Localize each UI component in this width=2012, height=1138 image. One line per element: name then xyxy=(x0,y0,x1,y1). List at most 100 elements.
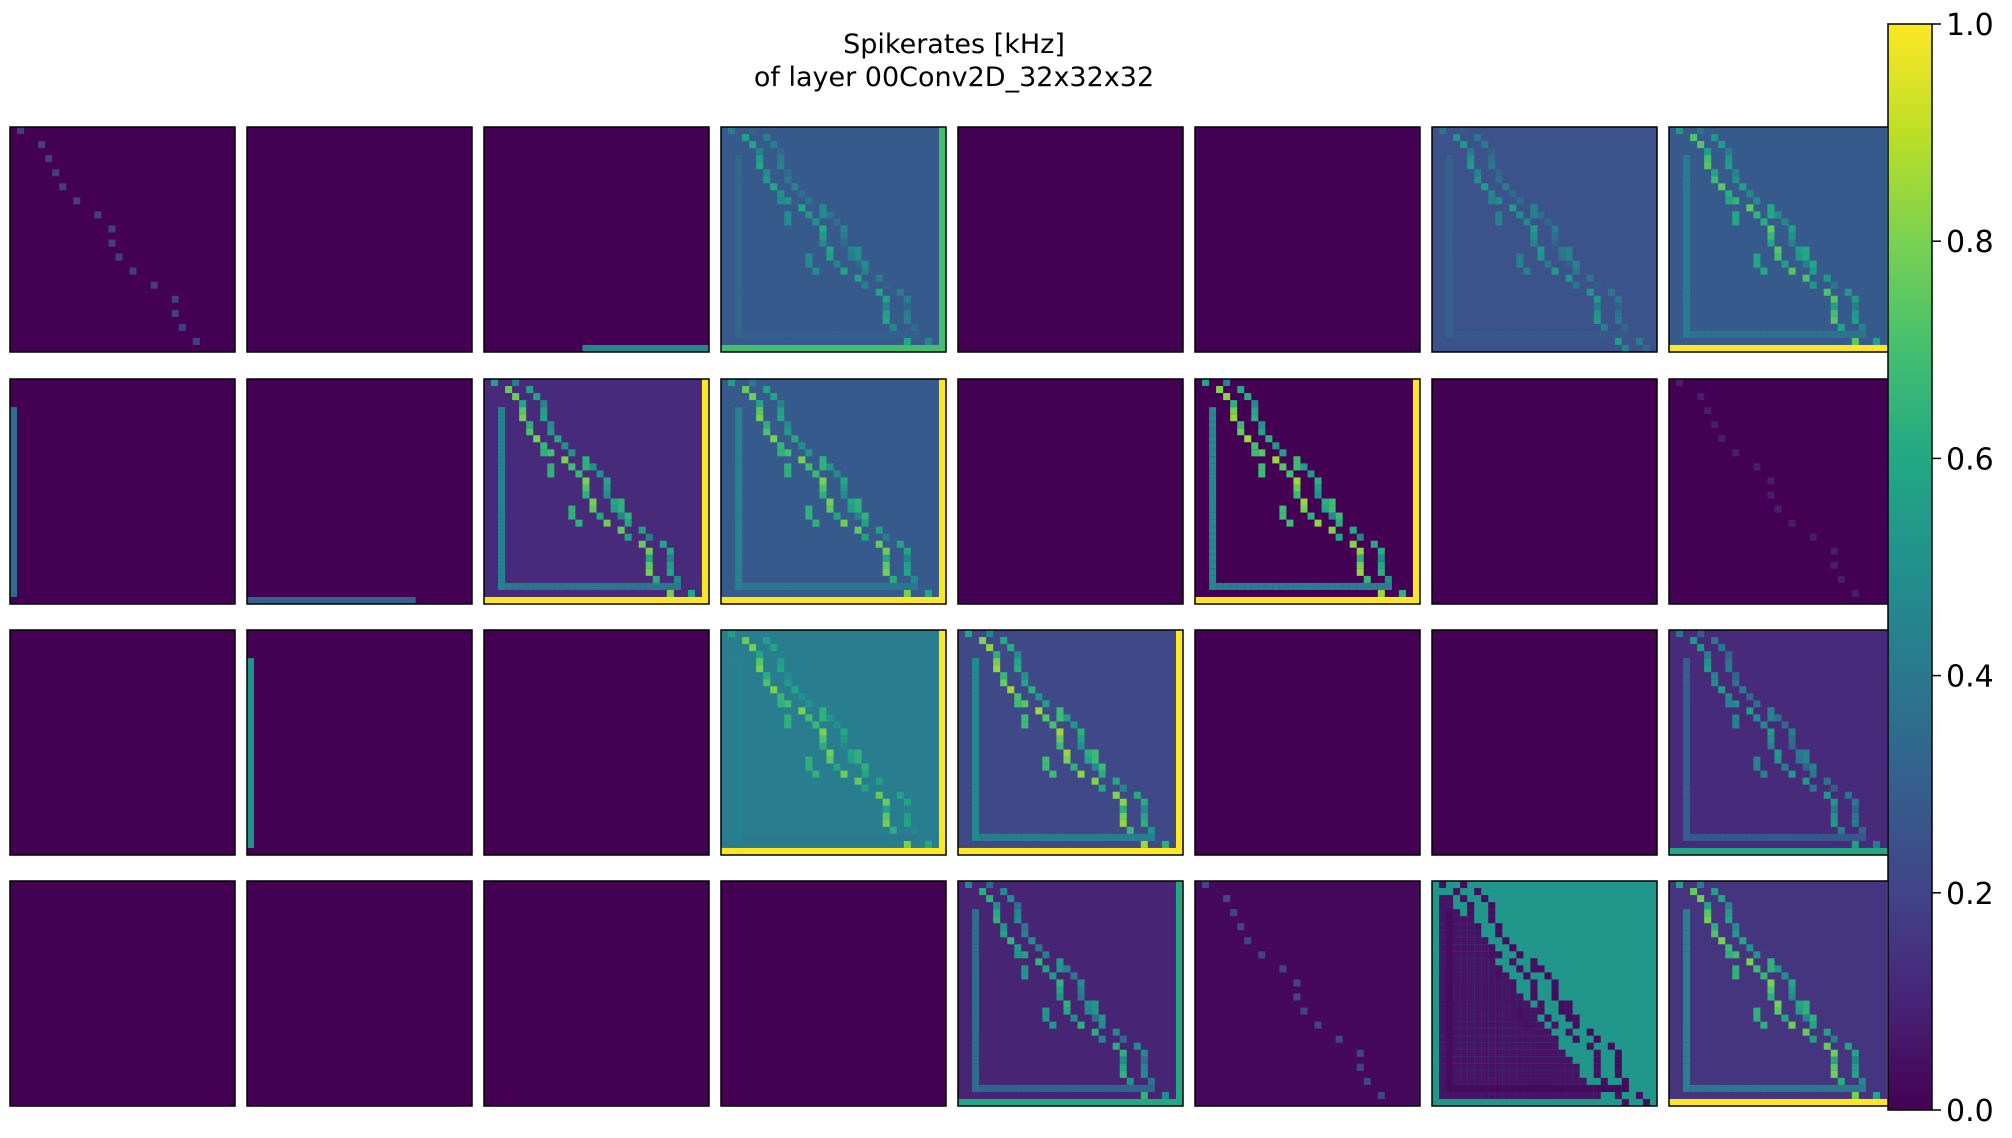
panel-background xyxy=(247,881,472,1106)
heatmap-cell xyxy=(1593,281,1601,289)
heatmap-cell xyxy=(1377,561,1385,569)
heatmap-cell xyxy=(1474,1049,1482,1057)
heatmap-cell xyxy=(1711,888,1719,896)
heatmap-cell xyxy=(1446,330,1454,338)
heatmap-cell xyxy=(784,449,792,457)
heatmap-cell xyxy=(1586,274,1594,282)
heatmap-cell xyxy=(1488,979,1496,987)
heatmap-cell xyxy=(1516,965,1524,973)
heatmap-cell xyxy=(972,958,980,966)
heatmap-cell xyxy=(1446,183,1454,191)
heatmap-cell xyxy=(1077,1084,1085,1092)
heatmap-cell xyxy=(1258,470,1266,478)
heatmap-cell xyxy=(1788,742,1796,750)
heatmap-cell xyxy=(1830,1049,1838,1057)
heatmap-cell xyxy=(1446,295,1454,303)
heatmap-cell xyxy=(903,561,911,569)
heatmap-cell xyxy=(1439,127,1447,135)
heatmap-cell xyxy=(1753,197,1761,205)
heatmap-cell xyxy=(1851,798,1859,806)
heatmap-cell xyxy=(840,477,848,485)
heatmap-cell xyxy=(38,141,46,149)
heatmap-cell xyxy=(1495,1042,1503,1050)
heatmap-cell xyxy=(638,526,646,534)
heatmap-cell xyxy=(1300,582,1308,590)
heatmap-cell xyxy=(1488,1063,1496,1071)
heatmap-cell xyxy=(1823,833,1831,841)
heatmap-cell xyxy=(1725,951,1733,959)
heatmap-cell xyxy=(826,582,834,590)
heatmap-cell xyxy=(1007,937,1015,945)
heatmap-cell xyxy=(589,505,597,513)
heatmap-cell xyxy=(617,526,625,534)
heatmap-cell xyxy=(777,693,785,701)
heatmap-cell xyxy=(1788,728,1796,736)
heatmap-cell xyxy=(1830,1056,1838,1064)
heatmap-cell xyxy=(1000,833,1008,841)
heatmap-cell xyxy=(1014,693,1022,701)
heatmap-cell xyxy=(1697,127,1705,135)
heatmap-cell xyxy=(1530,239,1538,247)
heatmap-cell xyxy=(1481,1056,1489,1064)
heatmap-cell xyxy=(1537,1063,1545,1071)
heatmap-cell xyxy=(826,498,834,506)
heatmap-cell xyxy=(1537,1091,1545,1099)
heatmap-cell xyxy=(1453,1070,1461,1078)
heatmap-cell xyxy=(770,183,778,191)
heatmap-cell xyxy=(568,512,576,520)
heatmap-cell xyxy=(1725,902,1733,910)
heatmap-cell xyxy=(1683,909,1691,917)
heatmap-cell xyxy=(498,470,506,478)
heatmap-cell xyxy=(1063,1000,1071,1008)
heatmap-cell xyxy=(1495,1035,1503,1043)
heatmap-cell xyxy=(1021,714,1029,722)
heatmap-cell xyxy=(1711,672,1719,680)
heatmap-cell xyxy=(1530,1007,1538,1015)
heatmap-cell xyxy=(505,582,513,590)
heatmap-cell xyxy=(1216,386,1224,394)
heatmap-cell xyxy=(1195,596,1420,604)
heatmap-cell xyxy=(1446,267,1454,275)
heatmap-cell xyxy=(1669,847,1894,855)
heatmap-cell xyxy=(819,735,827,743)
heatmap-cell xyxy=(1488,162,1496,170)
heatmap-cell xyxy=(854,777,862,785)
heatmap-cell xyxy=(1830,309,1838,317)
heatmap-cell xyxy=(1439,902,1447,910)
heatmap-cell xyxy=(171,309,179,317)
heatmap-cell xyxy=(526,421,534,429)
heatmap-cell xyxy=(1014,951,1022,959)
heatmap-cell xyxy=(847,749,855,757)
heatmap-cell xyxy=(784,330,792,338)
heatmap-cell xyxy=(812,582,820,590)
heatmap-cell xyxy=(1112,1042,1120,1050)
heatmap-cell xyxy=(1446,1049,1454,1057)
heatmap-cell xyxy=(1377,589,1385,597)
heatmap-cell xyxy=(1851,1063,1859,1071)
heatmap-cell xyxy=(1481,944,1489,952)
heatmap-cell xyxy=(1446,937,1454,945)
heatmap-cell xyxy=(645,561,653,569)
heatmap-cell xyxy=(1767,728,1775,736)
heatmap-cell xyxy=(882,784,890,792)
heatmap-cell xyxy=(1077,770,1085,778)
heatmap-cell xyxy=(903,547,911,555)
heatmap-cell xyxy=(889,323,897,331)
heatmap-cell xyxy=(979,637,987,645)
heatmap-cell xyxy=(1488,197,1496,205)
heatmap-cell xyxy=(972,805,980,813)
heatmap-cell xyxy=(1474,937,1482,945)
heatmap-cell xyxy=(1774,330,1782,338)
heatmap-cell xyxy=(812,770,820,778)
heatmap-cell xyxy=(903,302,911,310)
heatmap-cell xyxy=(854,512,862,520)
heatmap-cell xyxy=(1446,1077,1454,1085)
heatmap-cell xyxy=(1537,1056,1545,1064)
heatmap-cell xyxy=(1558,1007,1566,1015)
heatmap-cell xyxy=(1551,1049,1559,1057)
heatmap-cell xyxy=(1683,1084,1691,1092)
heatmap-cell xyxy=(1781,260,1789,268)
heatmap-cell xyxy=(1244,435,1252,443)
heatmap-cell xyxy=(1537,1000,1545,1008)
heatmap-cell xyxy=(1760,1084,1768,1092)
